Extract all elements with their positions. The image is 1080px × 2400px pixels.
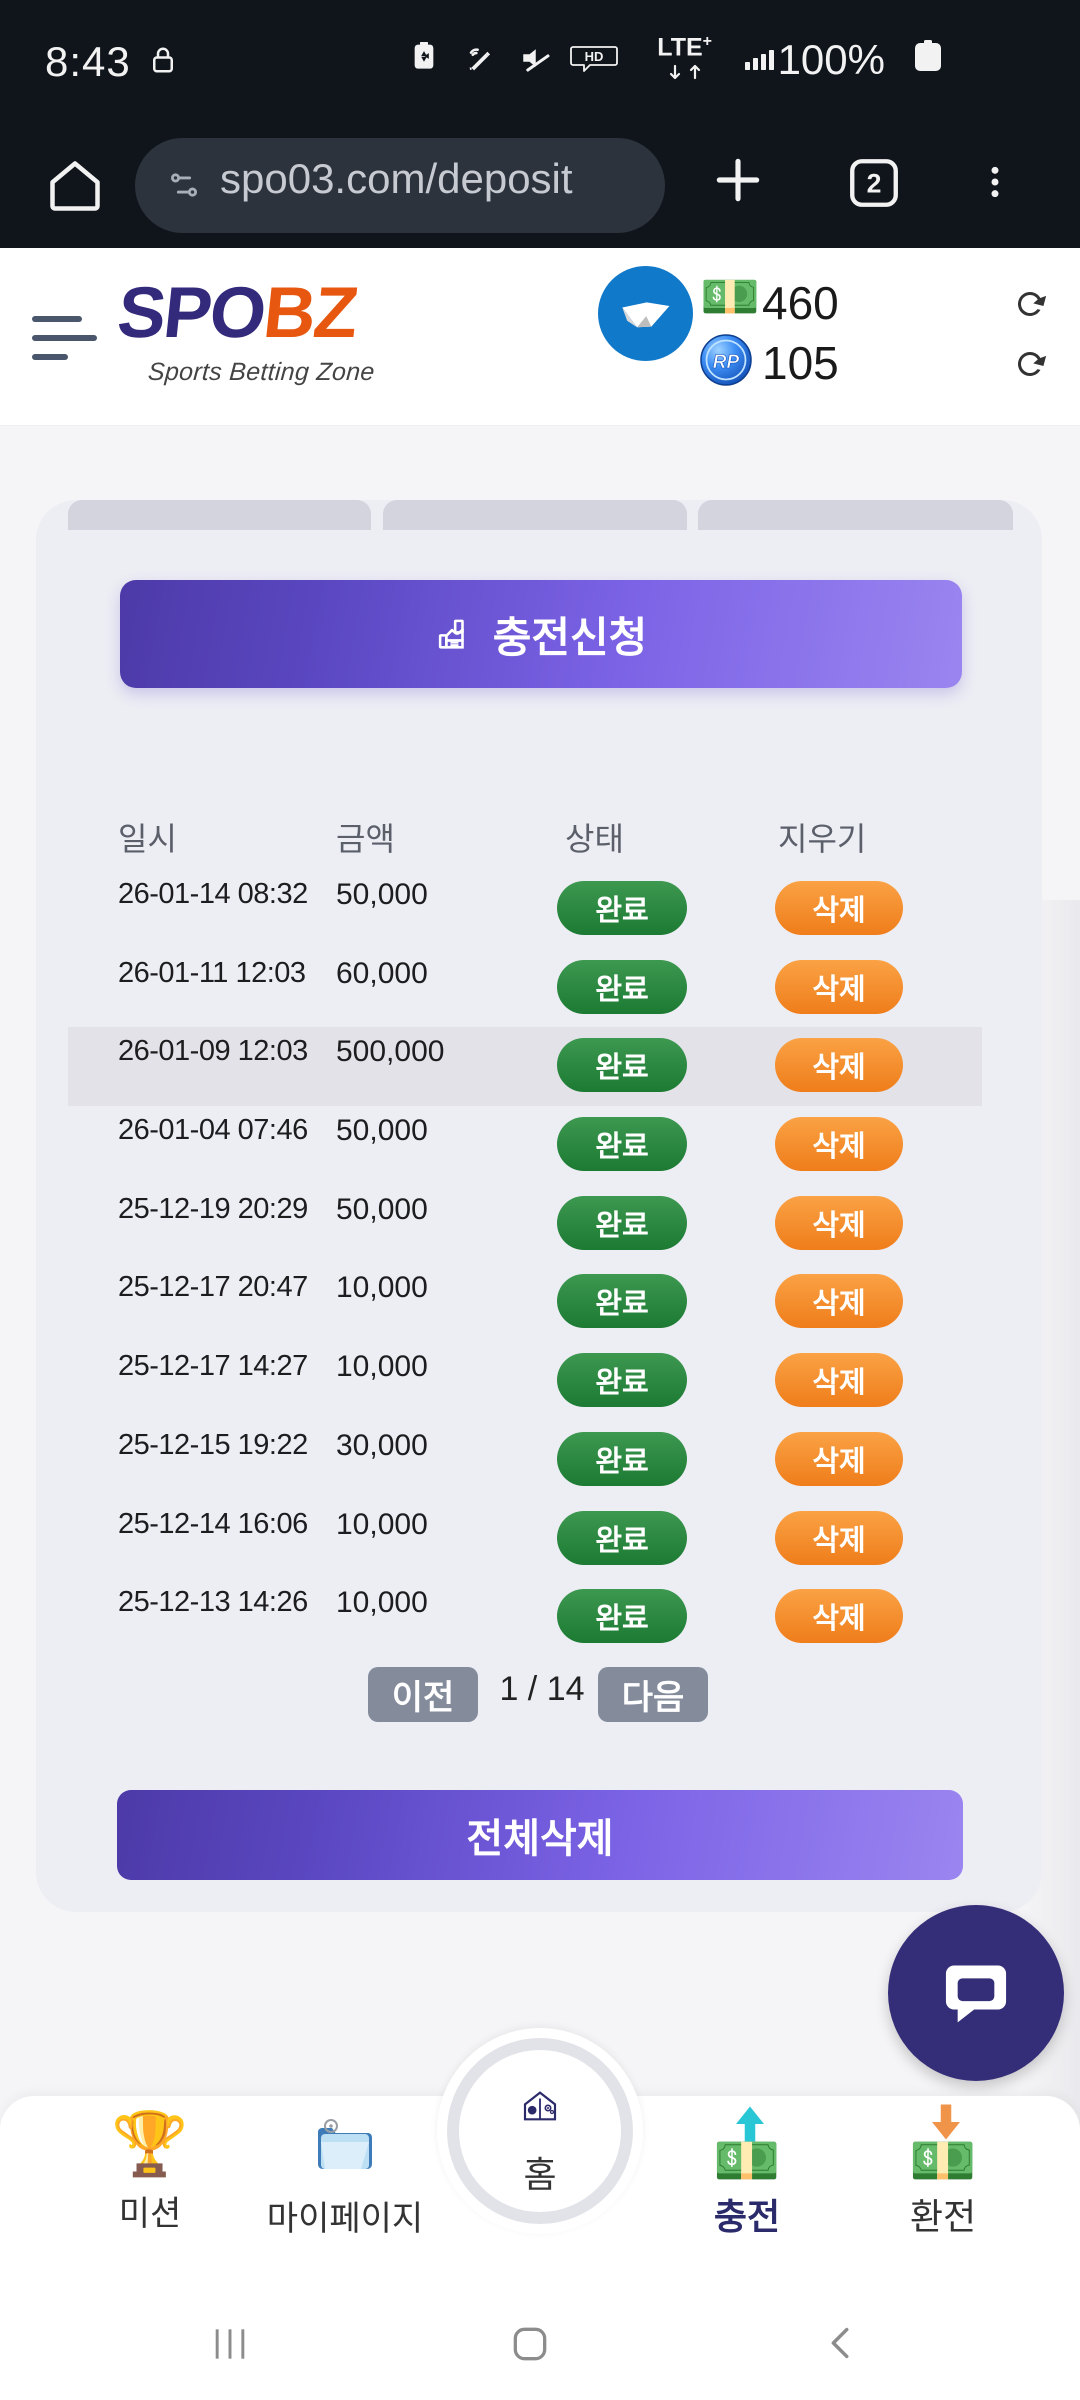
- svg-text:HD: HD: [585, 49, 604, 64]
- svg-text:2: 2: [867, 169, 882, 199]
- svg-text:RP: RP: [713, 352, 740, 373]
